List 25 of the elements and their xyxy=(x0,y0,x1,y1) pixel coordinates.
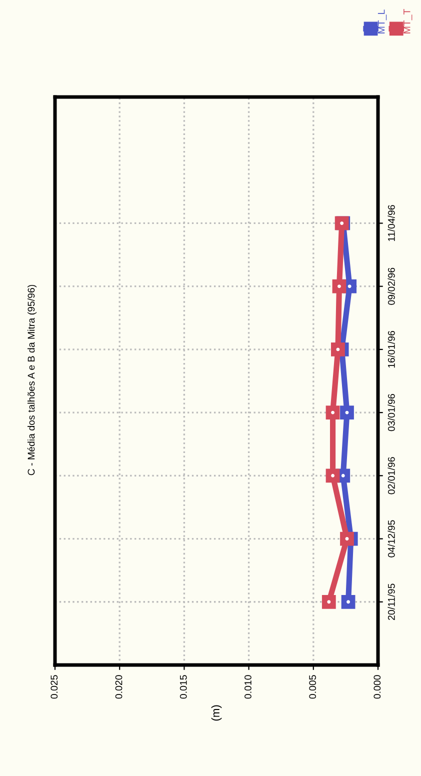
x-tick-label: 0.010 xyxy=(244,675,252,699)
x-tick-label: 0.025 xyxy=(50,675,58,699)
text: C - Média dos talhões A e B da Mitra (95/96) xyxy=(27,284,37,476)
y-axis-title: (m) xyxy=(211,705,222,721)
y-tick-label: 04/12/95 xyxy=(388,520,395,558)
x-tick-label: 0.005 xyxy=(309,675,316,699)
y-tick-label: 20/11/95 xyxy=(388,584,395,620)
point xyxy=(340,532,354,546)
y-tick-label: 02/01/96 xyxy=(388,457,395,494)
x-tick-label: 0.020 xyxy=(115,675,122,699)
point xyxy=(331,342,345,356)
point xyxy=(322,594,336,609)
text: MT_L xyxy=(378,10,387,34)
text: MT_T xyxy=(404,8,412,34)
point xyxy=(332,279,346,294)
y-tick-label: 16/01/96 xyxy=(388,330,395,368)
y-tick-label: 03/01/96 xyxy=(388,394,395,432)
y-tick-label: 11/04/96 xyxy=(388,205,395,242)
x-tick-label: 0.015 xyxy=(180,675,187,699)
point xyxy=(341,594,356,609)
y-tick-label: 09/02/96 xyxy=(388,268,395,305)
x-tick-label: 0.000 xyxy=(374,675,381,699)
point xyxy=(326,406,340,420)
point xyxy=(340,406,354,420)
point xyxy=(326,468,340,483)
